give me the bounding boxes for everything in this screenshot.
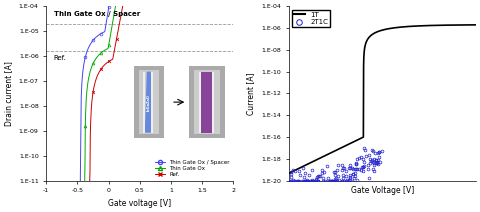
Text: Thin Gate Ox / Spacer: Thin Gate Ox / Spacer xyxy=(54,11,140,17)
Legend: 1T, 2T1C: 1T, 2T1C xyxy=(292,10,330,27)
Y-axis label: Drain current [A]: Drain current [A] xyxy=(4,61,13,126)
X-axis label: Gate voltage [V]: Gate voltage [V] xyxy=(108,199,171,208)
X-axis label: Gate Voltage [V]: Gate Voltage [V] xyxy=(350,186,414,195)
Text: Ref.: Ref. xyxy=(54,55,67,61)
Legend: Thin Gate Ox / Spacer, Thin Gate Ox, Ref.: Thin Gate Ox / Spacer, Thin Gate Ox, Ref… xyxy=(154,158,231,178)
Y-axis label: Current [A]: Current [A] xyxy=(247,72,255,115)
